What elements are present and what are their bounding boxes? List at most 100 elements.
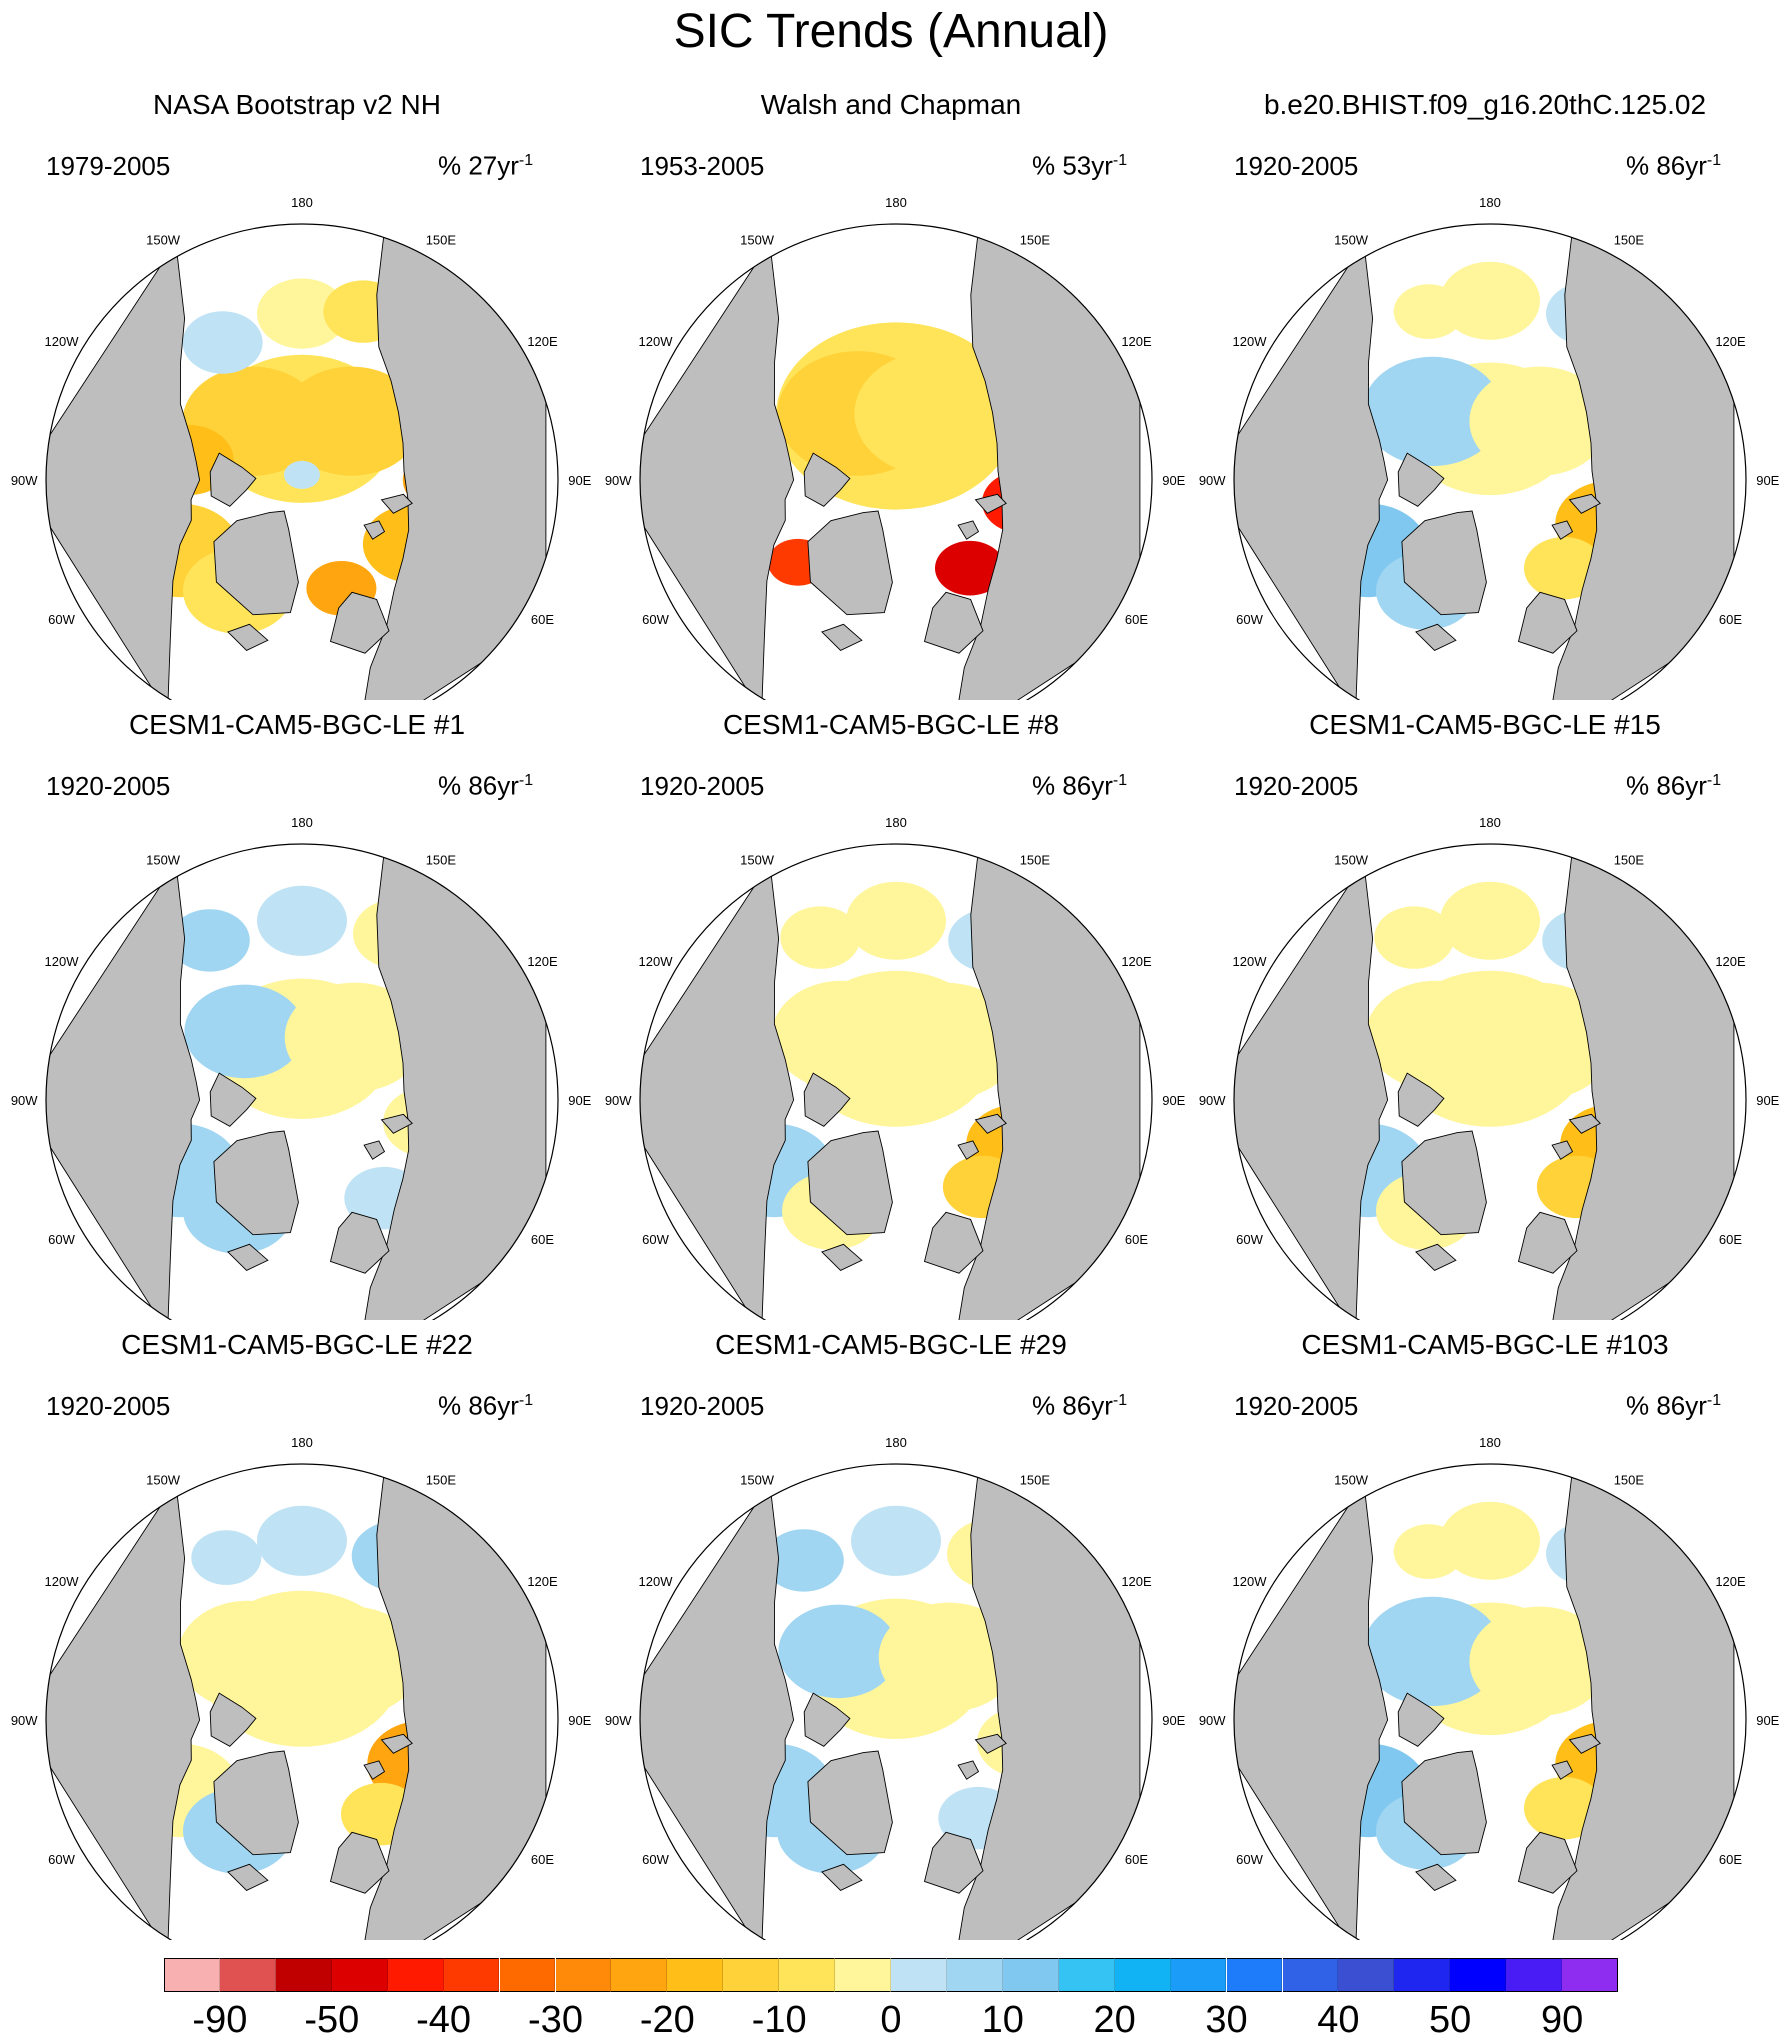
panel-title: b.e20.BHIST.f09_g16.20thC.125.02 bbox=[1263, 89, 1707, 120]
longitude-label: 120W bbox=[45, 1574, 80, 1589]
colorbar-label: 20 bbox=[1093, 1999, 1136, 2041]
longitude-label: 150E bbox=[1020, 1473, 1051, 1488]
longitude-label: 120E bbox=[1715, 1574, 1746, 1589]
trend-patch bbox=[1393, 1524, 1464, 1579]
land-mass bbox=[1517, 1831, 1578, 1894]
longitude-label: 60E bbox=[531, 612, 554, 627]
longitude-label: 60E bbox=[1719, 1232, 1742, 1247]
colorbar-swatch bbox=[723, 1958, 780, 1992]
colorbar-swatch bbox=[1394, 1958, 1451, 1992]
longitude-label: 120E bbox=[527, 1574, 558, 1589]
land-mass bbox=[227, 1243, 269, 1271]
land-mass bbox=[1551, 1760, 1574, 1780]
longitude-label: 120W bbox=[45, 954, 80, 969]
longitude-label: 60W bbox=[48, 1232, 75, 1247]
longitude-label: 180 bbox=[885, 195, 907, 210]
trend-patch bbox=[1374, 906, 1455, 969]
longitude-label: 120W bbox=[639, 334, 674, 349]
longitude-label: 150W bbox=[146, 233, 181, 248]
longitude-label: 90E bbox=[1162, 473, 1185, 488]
trend-patch bbox=[778, 1604, 899, 1699]
land-mass bbox=[1397, 1072, 1445, 1127]
trend-patch bbox=[1440, 261, 1540, 340]
land-mass bbox=[1568, 1113, 1601, 1134]
longitude-label: 60E bbox=[531, 1852, 554, 1867]
longitude-label: 90W bbox=[605, 1713, 632, 1728]
land-mass bbox=[957, 520, 980, 540]
longitude-label: 120E bbox=[1715, 334, 1746, 349]
trend-patch bbox=[257, 278, 347, 349]
trend-patch bbox=[284, 982, 425, 1092]
land-mass bbox=[974, 1733, 1007, 1754]
trend-patch bbox=[851, 1505, 941, 1576]
land-mass bbox=[1401, 1130, 1487, 1236]
map-border bbox=[1233, 1463, 1747, 1940]
trend-patch bbox=[1393, 284, 1464, 339]
longitude-label: 150W bbox=[146, 853, 181, 868]
longitude-label: 90W bbox=[11, 1713, 38, 1728]
longitude-label: 120E bbox=[527, 334, 558, 349]
panel-period: 1920-2005 bbox=[640, 771, 765, 801]
colorbar-label: 30 bbox=[1205, 1999, 1248, 2041]
land-mass bbox=[821, 1863, 863, 1891]
land-mass bbox=[46, 861, 201, 1320]
longitude-label: 90E bbox=[1756, 473, 1779, 488]
longitude-label: 60W bbox=[1236, 612, 1263, 627]
panel-units: % 86yr-1 bbox=[1032, 1390, 1128, 1421]
colorbar-swatch bbox=[1450, 1958, 1507, 1992]
land-mass bbox=[1545, 844, 1735, 1320]
land-mass bbox=[923, 591, 984, 654]
land-mass bbox=[213, 1750, 299, 1856]
land-mass bbox=[974, 1113, 1007, 1134]
land-mass bbox=[803, 1692, 851, 1747]
trend-patch bbox=[1362, 1596, 1503, 1706]
longitude-label: 180 bbox=[291, 1435, 313, 1450]
longitude-label: 120W bbox=[639, 1574, 674, 1589]
colorbar-swatch bbox=[891, 1958, 947, 1992]
colorbar-swatch bbox=[779, 1958, 836, 1992]
panel-period: 1953-2005 bbox=[640, 151, 765, 181]
map-panel: 180150E120E90E60E30E030W60W90W120W150W C… bbox=[1188, 700, 1782, 1320]
trend-patch bbox=[184, 984, 305, 1079]
longitude-label: 60E bbox=[1125, 1852, 1148, 1867]
panel-title: CESM1-CAM5-BGC-LE #103 bbox=[1301, 1329, 1669, 1360]
longitude-label: 90W bbox=[11, 1093, 38, 1108]
panel-title: CESM1-CAM5-BGC-LE #8 bbox=[722, 709, 1060, 740]
colorbar bbox=[164, 1958, 1618, 1994]
land-mass bbox=[380, 1733, 413, 1754]
trend-patch bbox=[935, 540, 1005, 596]
longitude-label: 60E bbox=[1125, 612, 1148, 627]
colorbar-swatch bbox=[667, 1958, 724, 1992]
longitude-label: 150E bbox=[426, 233, 457, 248]
longitude-label: 180 bbox=[1479, 195, 1501, 210]
polar-map: 180150E120E90E60E30E030W60W90W120W150W bbox=[605, 815, 1186, 1320]
colorbar-swatch bbox=[1338, 1958, 1395, 1992]
polar-map: 180150E120E90E60E30E030W60W90W120W150W bbox=[1199, 1435, 1780, 1940]
map-panel: 180150E120E90E60E30E030W60W90W120W150W C… bbox=[1188, 1320, 1782, 1940]
land-mass bbox=[213, 510, 299, 616]
colorbar-swatch bbox=[164, 1958, 220, 1992]
panel-units: % 86yr-1 bbox=[438, 770, 534, 801]
longitude-label: 150E bbox=[1020, 233, 1051, 248]
longitude-label: 150E bbox=[1020, 853, 1051, 868]
panel-period: 1920-2005 bbox=[1234, 151, 1359, 181]
colorbar-label: -50 bbox=[304, 1999, 360, 2041]
polar-map: 180150E120E90E60E30E030W60W90W120W150W bbox=[605, 1435, 1186, 1940]
map-panel: 180150E120E90E60E30E030W60W90W120W150W C… bbox=[0, 700, 594, 1320]
trend-patch bbox=[191, 1530, 262, 1585]
land-mass bbox=[923, 1211, 984, 1274]
longitude-label: 180 bbox=[291, 195, 313, 210]
colorbar-swatch bbox=[499, 1958, 556, 1992]
panel-title: CESM1-CAM5-BGC-LE #1 bbox=[128, 709, 466, 740]
colorbar-swatch bbox=[1506, 1958, 1563, 1992]
longitude-label: 90W bbox=[605, 473, 632, 488]
colorbar-swatch bbox=[1282, 1958, 1339, 1992]
panel-period: 1920-2005 bbox=[46, 771, 171, 801]
land-mass bbox=[1551, 520, 1574, 540]
land-mass bbox=[357, 224, 547, 700]
panel-units: % 86yr-1 bbox=[1032, 770, 1128, 801]
map-panel: 180150E120E90E60E30E030W60W90W120W150W C… bbox=[594, 1320, 1188, 1940]
colorbar-label: 50 bbox=[1429, 1999, 1472, 2041]
longitude-label: 120E bbox=[527, 954, 558, 969]
land-mass bbox=[957, 1760, 980, 1780]
